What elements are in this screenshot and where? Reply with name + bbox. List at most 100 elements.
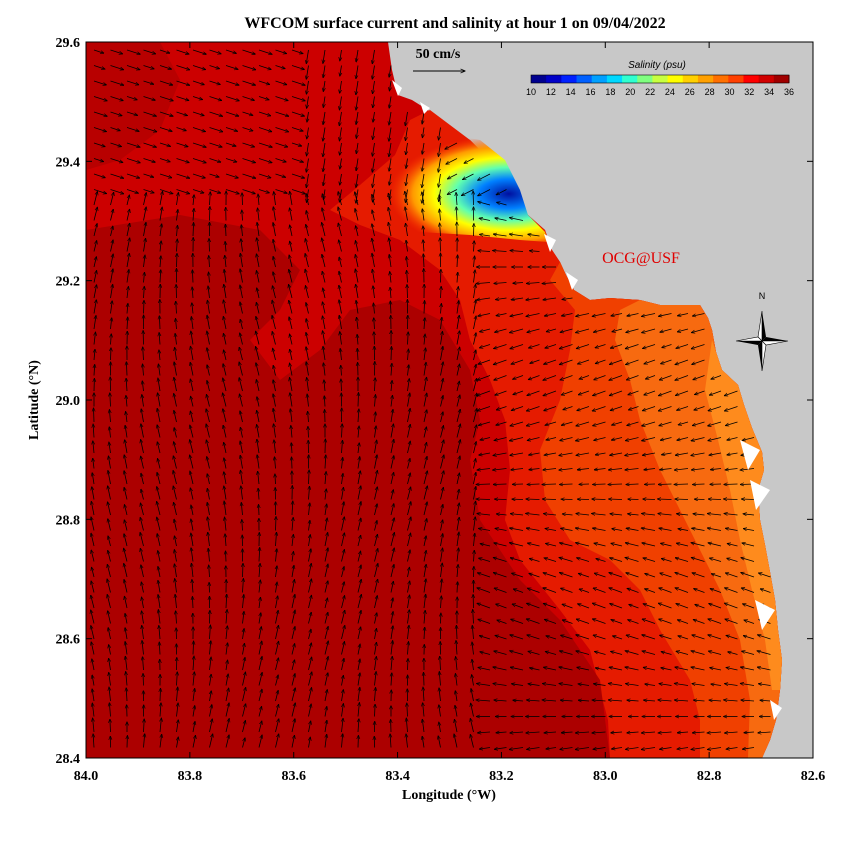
current-vector bbox=[309, 486, 310, 500]
current-vector bbox=[493, 484, 507, 485]
current-vector bbox=[625, 344, 639, 349]
current-vector bbox=[477, 390, 491, 396]
current-vector bbox=[494, 283, 507, 284]
current-vector bbox=[291, 80, 305, 85]
current-vector bbox=[478, 251, 491, 252]
current-vector bbox=[629, 406, 639, 410]
current-vector bbox=[511, 469, 524, 470]
current-vector bbox=[527, 484, 540, 485]
current-vector bbox=[191, 396, 194, 407]
current-vector bbox=[477, 375, 491, 381]
current-vector bbox=[142, 395, 144, 407]
current-vector bbox=[242, 80, 256, 85]
current-vector bbox=[389, 238, 392, 252]
current-vector bbox=[124, 471, 128, 485]
current-vector bbox=[224, 284, 227, 299]
current-vector bbox=[177, 253, 178, 268]
current-vector bbox=[242, 49, 256, 54]
current-vector bbox=[325, 489, 326, 500]
current-vector bbox=[339, 240, 342, 252]
current-vector bbox=[388, 207, 392, 221]
current-vector bbox=[92, 473, 94, 485]
current-vector bbox=[440, 412, 444, 423]
y-tick-label: 28.8 bbox=[56, 513, 81, 528]
current-vector bbox=[322, 271, 326, 283]
current-vector bbox=[374, 455, 378, 469]
current-vector bbox=[306, 362, 309, 376]
current-vector bbox=[424, 334, 425, 345]
current-vector bbox=[126, 173, 140, 178]
current-vector bbox=[593, 421, 606, 426]
current-vector bbox=[323, 127, 326, 142]
current-vector bbox=[141, 489, 144, 500]
current-vector bbox=[143, 49, 156, 54]
current-vector bbox=[406, 173, 408, 186]
current-vector bbox=[323, 80, 325, 92]
current-vector bbox=[159, 96, 173, 101]
current-vector bbox=[612, 328, 623, 332]
current-vector bbox=[340, 158, 342, 170]
current-vector bbox=[407, 270, 408, 283]
current-vector bbox=[560, 437, 573, 441]
current-vector bbox=[391, 381, 392, 392]
current-vector bbox=[143, 189, 155, 193]
current-vector bbox=[144, 286, 145, 299]
current-vector bbox=[258, 49, 272, 54]
current-vector bbox=[340, 173, 342, 185]
current-vector bbox=[110, 189, 124, 194]
current-vector bbox=[340, 142, 342, 155]
current-vector bbox=[339, 271, 342, 283]
current-vector bbox=[542, 283, 557, 284]
current-vector bbox=[225, 65, 238, 70]
current-vector bbox=[209, 96, 222, 101]
current-vector bbox=[493, 234, 507, 236]
current-vector bbox=[192, 189, 204, 194]
current-vector bbox=[496, 406, 507, 410]
current-vector bbox=[389, 158, 391, 172]
current-vector bbox=[273, 256, 276, 268]
x-tick-label: 83.4 bbox=[385, 769, 410, 784]
current-vector bbox=[692, 359, 705, 365]
current-vector bbox=[323, 96, 325, 108]
current-vector bbox=[456, 473, 460, 485]
current-vector bbox=[691, 437, 705, 441]
colorbar-cell bbox=[713, 75, 729, 83]
current-vector bbox=[289, 300, 293, 314]
current-vector bbox=[290, 349, 293, 361]
salinity-band-34 bbox=[86, 215, 610, 758]
current-vector bbox=[127, 303, 128, 314]
current-vector bbox=[141, 440, 144, 454]
current-vector bbox=[273, 394, 276, 407]
y-tick-label: 29.4 bbox=[56, 155, 81, 170]
current-vector bbox=[561, 421, 573, 425]
current-vector bbox=[544, 452, 557, 455]
current-vector bbox=[424, 348, 426, 361]
current-vector bbox=[440, 238, 441, 252]
current-vector bbox=[658, 390, 672, 396]
current-vector bbox=[174, 362, 177, 376]
current-vector bbox=[513, 375, 524, 380]
current-vector bbox=[125, 440, 128, 454]
current-vector bbox=[272, 300, 276, 314]
current-vector bbox=[289, 317, 293, 330]
current-vector bbox=[192, 287, 193, 299]
current-vector bbox=[358, 443, 359, 454]
current-vector bbox=[675, 375, 689, 381]
current-vector bbox=[595, 453, 606, 455]
current-vector bbox=[176, 142, 189, 147]
current-vector bbox=[694, 406, 705, 411]
current-vector bbox=[406, 158, 408, 169]
current-vector bbox=[110, 254, 114, 268]
current-vector bbox=[276, 517, 277, 531]
current-vector bbox=[594, 375, 606, 380]
current-vector bbox=[110, 111, 123, 116]
current-vector bbox=[109, 442, 111, 454]
colorbar-tick-label: 16 bbox=[586, 87, 596, 97]
current-vector bbox=[143, 158, 156, 163]
current-vector bbox=[473, 425, 477, 438]
current-vector bbox=[405, 191, 408, 206]
current-vector bbox=[291, 158, 303, 163]
current-vector bbox=[240, 427, 243, 438]
current-vector bbox=[611, 437, 623, 441]
current-vector bbox=[740, 469, 755, 471]
